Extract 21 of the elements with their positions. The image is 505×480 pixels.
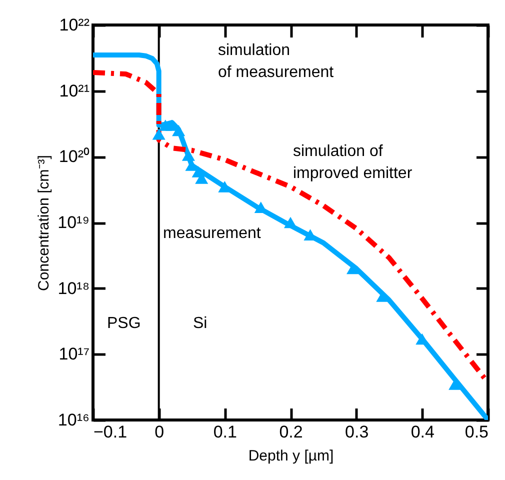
y-tick-label: 10¹⁸ [58, 278, 90, 298]
y-tick-label: 10²⁰ [58, 147, 90, 166]
annotation: simulation of measurement [218, 42, 334, 81]
x-tick-label: 0.3 [345, 422, 369, 442]
x-tick-label: 0 [154, 422, 164, 442]
y-axis-title: Concentration [cm⁻³] [36, 155, 53, 291]
y-tick-label: 10²² [59, 16, 90, 34]
x-tick-label: 0.1 [213, 422, 237, 442]
x-tick-label: −0.1 [94, 422, 128, 442]
y-tick-label: 10²¹ [59, 81, 90, 100]
x-axis-title: Depth y [µm] [248, 448, 334, 464]
y-tick-label: 10¹⁶ [58, 410, 90, 430]
x-tick-label: 0.5 [464, 422, 488, 442]
annotation: simulation of improved emitter [293, 143, 413, 182]
y-tick-label: 10¹⁷ [58, 344, 90, 364]
y-tick-label: 10¹⁹ [58, 213, 90, 232]
annotation: Si [193, 315, 208, 332]
x-tick-label: 0.2 [279, 422, 303, 442]
annotation: measurement [163, 225, 262, 242]
x-tick-label: 0.4 [410, 422, 434, 442]
annotation: PSG [107, 315, 141, 332]
